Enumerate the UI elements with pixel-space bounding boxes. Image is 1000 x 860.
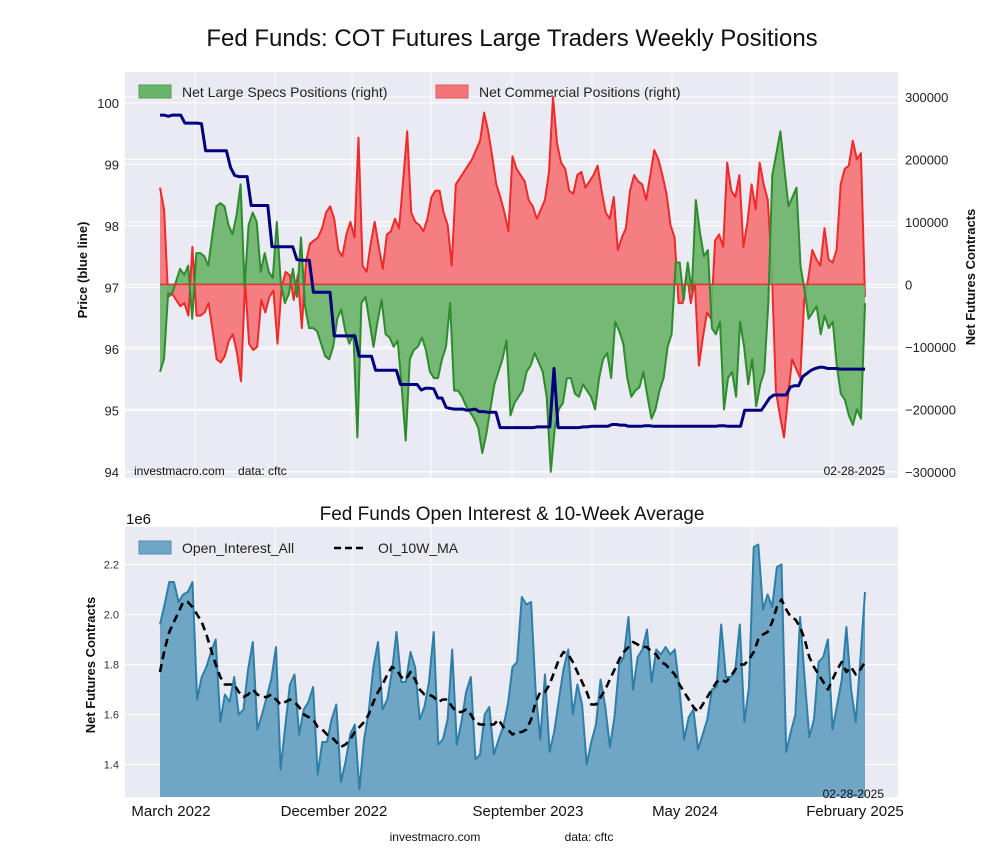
date-tick-label: September 2023: [473, 803, 584, 820]
net-contracts-axis-ticks: −300000 −200000 −100000 0 100000 200000 300000: [905, 90, 956, 480]
legend-label-open-interest: Open_Interest_All: [182, 540, 294, 556]
open-interest-chart: Fed Funds Open Interest & 10-Week Averag…: [83, 504, 904, 844]
price-tick-label: 97: [105, 280, 119, 295]
contracts-tick-label: 0: [905, 277, 912, 292]
open-interest-line: [159, 543, 866, 791]
legend-swatch-open-interest: [138, 540, 172, 555]
price-axis-ticks: 94 95 96 97 98 99 100: [97, 96, 119, 480]
price-tick-label: 98: [105, 219, 119, 234]
open-interest-legend: Open_Interest_All OI_10W_MA: [138, 540, 459, 556]
legend-item-moving-average[interactable]: OI_10W_MA: [334, 540, 459, 556]
oi-tick-label: 2.2: [104, 560, 119, 572]
contracts-tick-label: 200000: [905, 152, 948, 167]
net-commercial-area: [160, 97, 865, 438]
price-tick-label: 100: [97, 96, 119, 111]
legend-label-moving-average: OI_10W_MA: [378, 540, 459, 556]
date-axis-ticks: March 2022 December 2022 September 2023 May…: [131, 803, 903, 820]
legend-item-specs[interactable]: Net Large Specs Positions (right): [138, 84, 387, 100]
oi-report-date: 02-28-2025: [823, 787, 885, 801]
moving-average-layer: [158, 598, 867, 749]
report-date: 02-28-2025: [824, 464, 886, 478]
source-note: investmacro.com data: cftc: [134, 464, 287, 478]
oi-tick-label: 2.0: [104, 610, 119, 622]
oi-tick-label: 1.4: [104, 760, 119, 772]
scale-label: 1e6: [126, 511, 151, 528]
price-tick-label: 95: [105, 403, 119, 418]
price-tick-label: 96: [105, 342, 119, 357]
net-commercial-line: [159, 96, 866, 439]
legend-swatch-commercial: [435, 84, 469, 99]
legend-swatch-specs: [138, 84, 172, 99]
price-line: [160, 113, 865, 430]
contracts-tick-label: −300000: [905, 465, 956, 480]
date-tick-label: May 2024: [652, 803, 718, 820]
legend-item-open-interest[interactable]: Open_Interest_All: [138, 540, 294, 556]
positions-legend: Net Large Specs Positions (right) Net Co…: [138, 84, 681, 100]
net-large-specs-line: [159, 130, 866, 473]
figure-title: Fed Funds: COT Futures Large Traders Wee…: [206, 25, 817, 52]
price-axis-label: Price (blue line): [75, 222, 90, 319]
contracts-tick-label: −200000: [905, 402, 956, 417]
legend-item-commercial[interactable]: Net Commercial Positions (right): [435, 84, 681, 100]
price-line-layer: [160, 113, 865, 430]
open-interest-axis-label: Net Futures Contracts: [83, 597, 98, 734]
legend-label-commercial: Net Commercial Positions (right): [479, 84, 681, 100]
legend-label-specs: Net Large Specs Positions (right): [182, 84, 387, 100]
oi-tick-label: 1.8: [104, 660, 119, 672]
net-contracts-axis-label: Net Futures Contracts: [963, 209, 978, 346]
footer-site: investmacro.com: [390, 830, 481, 844]
positions-chart: 94 95 96 97 98 99 100 −300000 −200000 −100000 0 10…: [75, 72, 978, 480]
open-interest-area-layer: [159, 543, 866, 797]
date-tick-label: February 2025: [806, 803, 904, 820]
contracts-tick-label: 300000: [905, 90, 948, 105]
open-interest-axis-ticks: 1.4 1.6 1.8 2.0 2.2: [104, 560, 119, 772]
price-tick-label: 99: [105, 157, 119, 172]
positions-areas: [159, 96, 866, 473]
footer-data-source: data: cftc: [565, 830, 614, 844]
date-tick-label: December 2022: [281, 803, 388, 820]
contracts-tick-label: 100000: [905, 215, 948, 230]
date-tick-label: March 2022: [131, 803, 210, 820]
oi-tick-label: 1.6: [104, 710, 119, 722]
open-interest-title: Fed Funds Open Interest & 10-Week Averag…: [320, 504, 705, 525]
contracts-tick-label: −100000: [905, 340, 956, 355]
moving-average-line: [158, 598, 867, 749]
net-large-specs-area: [160, 131, 865, 472]
price-tick-label: 94: [105, 465, 119, 480]
